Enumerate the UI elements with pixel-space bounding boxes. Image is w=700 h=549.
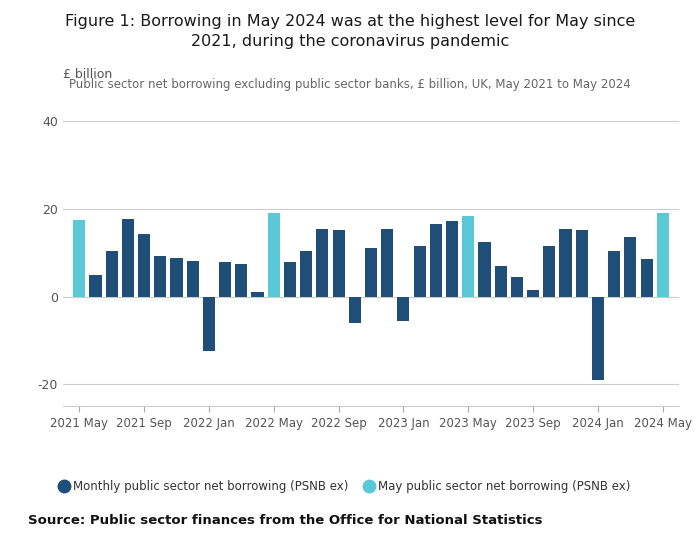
Bar	[381, 229, 393, 296]
Bar	[592, 296, 604, 380]
Bar	[430, 225, 442, 296]
Bar	[235, 264, 247, 296]
Bar	[154, 256, 167, 296]
Bar	[251, 292, 264, 296]
Text: £ billion: £ billion	[63, 68, 112, 81]
Text: Figure 1: Borrowing in May 2024 was at the highest level for May since
2021, dur: Figure 1: Borrowing in May 2024 was at t…	[65, 14, 635, 48]
Bar	[478, 242, 491, 296]
Bar	[219, 262, 231, 296]
Bar	[106, 250, 118, 296]
Bar	[138, 234, 150, 296]
Bar	[300, 250, 312, 296]
Text: Source: Public sector finances from the Office for National Statistics: Source: Public sector finances from the …	[28, 514, 542, 527]
Bar	[511, 277, 523, 296]
Bar	[73, 220, 85, 296]
Bar	[267, 214, 280, 296]
Bar	[398, 296, 410, 321]
Legend: Monthly public sector net borrowing (PSNB ex), May public sector net borrowing (: Monthly public sector net borrowing (PSN…	[57, 476, 635, 498]
Bar	[559, 229, 572, 296]
Bar	[284, 261, 296, 296]
Text: Public sector net borrowing excluding public sector banks, £ billion, UK, May 20: Public sector net borrowing excluding pu…	[69, 78, 631, 91]
Bar	[332, 230, 344, 296]
Bar	[495, 266, 507, 296]
Bar	[527, 290, 539, 296]
Bar	[349, 296, 361, 323]
Bar	[122, 219, 134, 296]
Bar	[657, 214, 669, 296]
Bar	[203, 296, 215, 351]
Bar	[187, 261, 199, 296]
Bar	[446, 221, 458, 296]
Bar	[575, 230, 588, 296]
Bar	[170, 258, 183, 296]
Bar	[624, 238, 636, 296]
Bar	[543, 247, 555, 296]
Bar	[608, 250, 620, 296]
Bar	[462, 216, 475, 296]
Bar	[414, 247, 426, 296]
Bar	[316, 229, 328, 296]
Bar	[365, 248, 377, 296]
Bar	[90, 274, 102, 296]
Bar	[640, 259, 652, 296]
